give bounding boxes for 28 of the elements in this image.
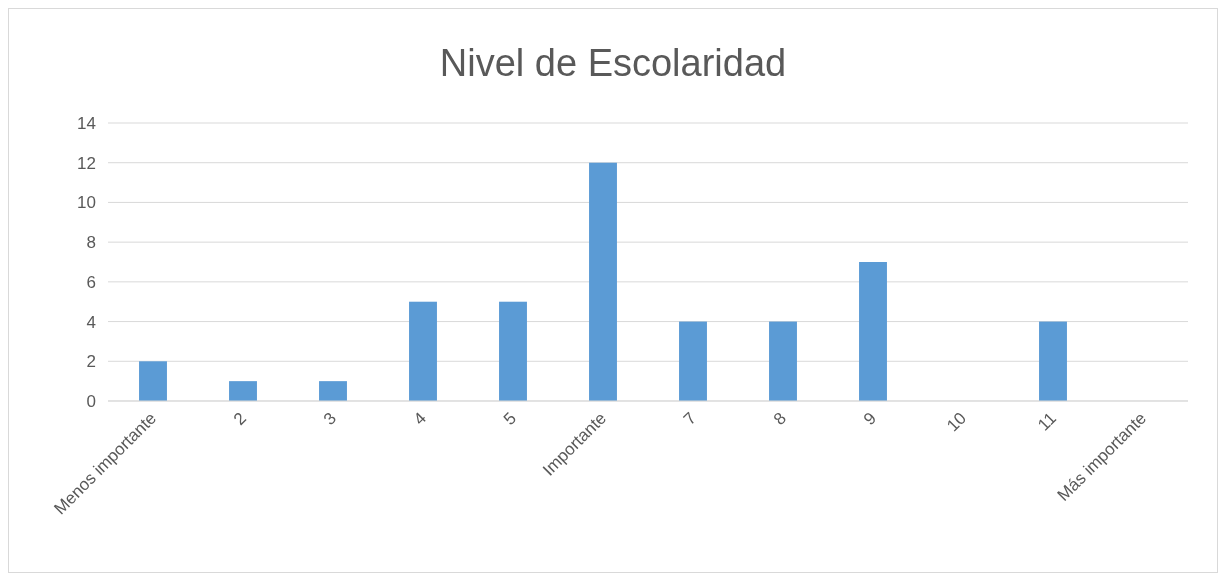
bar [139,361,167,401]
x-tick-label: 8 [769,408,791,429]
y-tick-label: 0 [86,391,96,411]
x-tick-label: 11 [1034,408,1061,435]
bar [769,321,797,401]
bar [499,301,527,401]
bar [409,301,437,401]
bar [859,262,887,401]
x-tick-label: 4 [409,408,431,429]
y-tick-label: 6 [86,272,96,292]
bar [229,381,257,401]
x-tick-label: 5 [499,408,521,429]
x-tick-label: 2 [229,408,251,429]
y-tick-label: 12 [77,153,96,173]
chart-title: Nivel de Escolaridad [439,42,787,84]
y-tick-label: 2 [86,352,96,372]
x-tick-label: 3 [319,408,341,429]
x-tick-label: 10 [943,408,971,436]
x-tick-label: 7 [679,408,701,429]
bar [319,381,347,401]
y-tick-label: 4 [86,312,96,332]
y-tick-label: 10 [77,193,96,213]
bar [589,162,617,401]
y-tick-label: 8 [86,233,96,253]
bar [679,321,707,401]
bar [1039,321,1067,401]
x-tick-label: 9 [859,408,881,429]
y-tick-label: 14 [77,113,96,133]
